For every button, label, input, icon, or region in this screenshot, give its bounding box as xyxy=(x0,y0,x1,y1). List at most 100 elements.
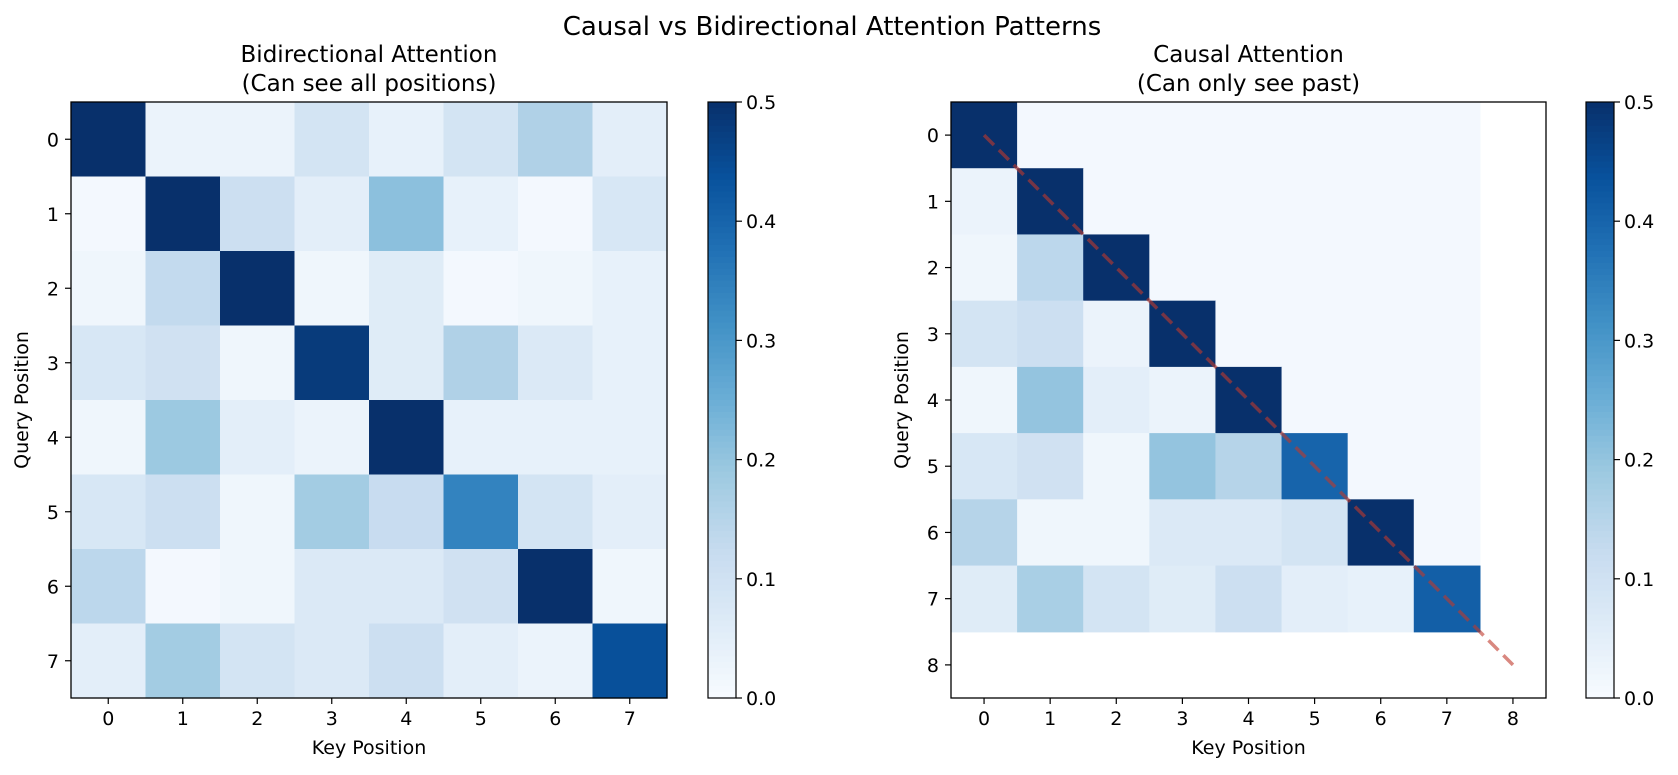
heatmap-cell xyxy=(1149,234,1217,302)
heatmap-cell xyxy=(443,325,519,401)
x-tick-label: 6 xyxy=(549,708,561,730)
heatmap-cell xyxy=(369,102,445,178)
colorbar-tick-label: 0.0 xyxy=(1624,688,1654,710)
heatmap-cell xyxy=(1347,234,1415,302)
colorbar-segment xyxy=(1586,692,1614,699)
colorbar-segment xyxy=(1586,614,1614,622)
colorbar-segment xyxy=(1586,537,1614,544)
colorbar-segment xyxy=(708,221,736,228)
colorbar-segment xyxy=(708,620,736,628)
colorbar-segment xyxy=(1586,274,1614,282)
colorbar-segment xyxy=(1586,578,1614,586)
heatmap-cell xyxy=(220,325,296,401)
colorbar-segment xyxy=(708,227,736,234)
colorbar-segment xyxy=(1586,560,1614,568)
colorbar-segment xyxy=(708,596,736,604)
heatmap-cell xyxy=(1017,565,1084,633)
bidirectional-heatmap-panel: 0 1 2 3 4 5 6 7 0 1 2 3 4 5 6 7 Key Position Query Positi… xyxy=(11,42,776,759)
colorbar-segment xyxy=(1586,262,1614,270)
colorbar-segment xyxy=(1586,644,1614,652)
colorbar: 0.0 0.1 0.2 0.3 0.4 0.5 xyxy=(707,92,776,710)
colorbar-segment xyxy=(1586,245,1614,252)
heatmap-cell xyxy=(1083,499,1150,567)
colorbar-segment xyxy=(1586,382,1614,389)
colorbar-segment xyxy=(708,131,736,139)
colorbar-segment xyxy=(708,638,736,646)
heatmap-cell xyxy=(1347,366,1415,434)
colorbar-segment xyxy=(708,358,736,366)
colorbar-segment xyxy=(1586,191,1614,199)
colorbar-segment xyxy=(1586,554,1614,562)
heatmap-cell xyxy=(71,251,147,327)
colorbar-segment xyxy=(708,280,736,288)
colorbar-segment xyxy=(1586,370,1614,377)
colorbar-segment xyxy=(708,483,736,491)
colorbar-segment xyxy=(1586,525,1614,532)
colorbar-segment xyxy=(1586,608,1614,616)
colorbar-segment xyxy=(708,268,736,276)
colorbar-segment xyxy=(708,239,736,246)
colorbar-segment xyxy=(708,578,736,586)
heatmap-cell xyxy=(1083,102,1150,169)
x-tick-label: 7 xyxy=(624,708,636,730)
colorbar-segment xyxy=(708,435,736,443)
heatmap-cell xyxy=(1413,102,1481,169)
heatmap-cell xyxy=(1347,433,1415,500)
y-tick-label: 2 xyxy=(47,278,59,300)
colorbar-segment xyxy=(708,203,736,211)
colorbar-segment xyxy=(1586,155,1614,163)
heatmap-cell xyxy=(592,102,668,178)
colorbar-segment xyxy=(1586,417,1614,425)
x-tick-label: 0 xyxy=(978,708,990,730)
heatmap-cell xyxy=(369,251,445,327)
colorbar-segment xyxy=(1586,304,1614,312)
colorbar-segment xyxy=(708,650,736,658)
colorbar-segment xyxy=(708,566,736,574)
colorbar-segment xyxy=(1586,471,1614,479)
colorbar-segment xyxy=(1586,477,1614,485)
x-tick-label: 3 xyxy=(1176,708,1188,730)
colorbar-segment xyxy=(708,328,736,336)
colorbar-segment xyxy=(1586,215,1614,222)
colorbar-segment xyxy=(1586,310,1614,318)
heatmap-cell xyxy=(1017,300,1084,368)
heatmap-cell xyxy=(145,474,221,550)
heatmap-cell xyxy=(1215,565,1283,633)
colorbar-segment xyxy=(708,274,736,282)
heatmap-cell xyxy=(71,325,147,401)
y-tick-label: 2 xyxy=(927,258,939,280)
colorbar-segment xyxy=(1586,620,1614,628)
colorbar-segment xyxy=(1586,590,1614,598)
colorbar-segment xyxy=(708,477,736,485)
colorbar-segment xyxy=(708,519,736,526)
heatmap-cell xyxy=(145,251,221,327)
colorbar-segment xyxy=(708,626,736,634)
heatmap-cell xyxy=(71,102,147,178)
heatmap-cell xyxy=(294,251,370,327)
colorbar-segment xyxy=(1586,626,1614,634)
colorbar-segment xyxy=(1586,185,1614,193)
colorbar-segment xyxy=(708,513,736,520)
y-axis-label: Query Position xyxy=(11,331,33,469)
heatmap-cell xyxy=(518,251,594,327)
colorbar-segment xyxy=(708,686,736,693)
colorbar-segment xyxy=(708,554,736,562)
heatmap-cell xyxy=(592,176,668,252)
y-tick-label: 7 xyxy=(47,651,59,673)
heatmap-cells xyxy=(951,102,1481,633)
heatmap-cell xyxy=(1149,433,1217,500)
colorbar-segment xyxy=(1586,268,1614,276)
heatmap-cell xyxy=(592,623,668,699)
heatmap-cell xyxy=(145,176,221,252)
colorbar-segment xyxy=(1586,394,1614,401)
colorbar-segment xyxy=(708,537,736,544)
colorbar-segment xyxy=(708,298,736,306)
heatmap-cell xyxy=(294,400,370,476)
heatmap-cell xyxy=(369,325,445,401)
colorbar-segment xyxy=(1586,668,1614,675)
heatmap-cell xyxy=(1215,499,1283,567)
colorbar-segment xyxy=(1586,352,1614,360)
y-tick-label: 0 xyxy=(927,125,939,147)
colorbar-segment xyxy=(708,316,736,324)
colorbar-segment xyxy=(708,376,736,383)
